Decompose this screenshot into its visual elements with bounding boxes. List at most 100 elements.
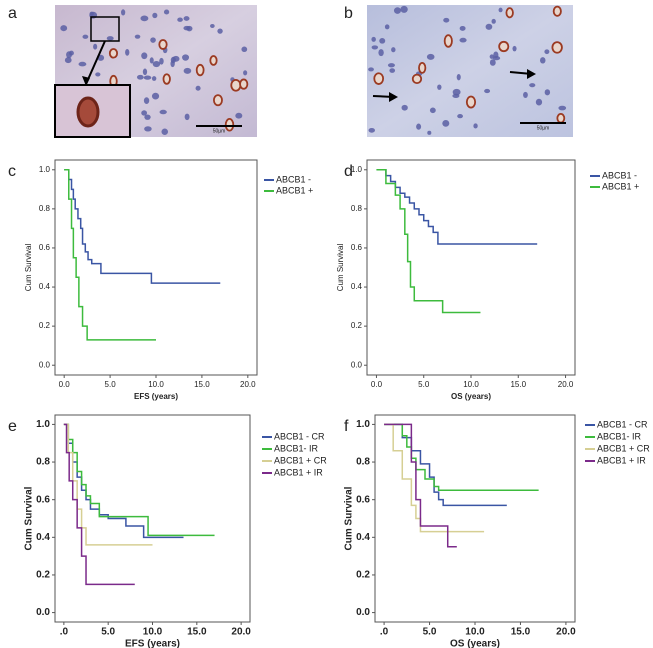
y-tick-label: 0.8 (39, 204, 51, 213)
nucleus (177, 17, 183, 22)
x-tick-label: 20.0 (231, 627, 251, 638)
y-tick-label: 0.0 (39, 360, 51, 369)
y-tick-label: 1.0 (39, 165, 51, 174)
x-axis-label: OS (years) (450, 639, 500, 648)
nucleus (152, 60, 161, 68)
km-chart: 0.0 0.2 0.4 0.6 0.8 1.0 .0 5.0 10.0 15.0 20.0 EFS (… (8, 414, 327, 648)
nucleus (151, 92, 160, 100)
tissue-image (367, 5, 573, 137)
arrowhead (389, 92, 398, 102)
nucleus (183, 67, 192, 74)
nucleus (400, 5, 408, 13)
km-chart: 0.0 0.2 0.4 0.6 0.8 1.0 0.0 5.0 10.0 15.0 20.0 EFS … (8, 159, 313, 401)
y-tick-label: 0.2 (356, 570, 370, 581)
nucleus (136, 74, 144, 80)
nucleus (152, 12, 158, 19)
stained-cell (224, 117, 235, 132)
stained-cell (465, 95, 477, 109)
arrowhead (527, 69, 536, 79)
nucleus (151, 76, 157, 81)
legend-label: ABCB1- IR (597, 431, 642, 441)
nucleus (371, 45, 379, 50)
stained-cell (418, 62, 427, 74)
nucleus (378, 49, 384, 57)
x-tick-label: 0.0 (371, 380, 383, 389)
nucleus (150, 37, 156, 43)
nucleus (163, 9, 170, 15)
nucleus (141, 110, 148, 116)
stained-cell (230, 78, 242, 92)
y-tick-label: 0.6 (356, 494, 370, 505)
nucleus (426, 53, 435, 60)
nucleus (184, 113, 190, 121)
legend-label: ABCB1 + (276, 185, 313, 195)
stained-cell (498, 40, 510, 53)
panel-label: f (344, 418, 349, 435)
x-tick-label: 5.0 (423, 627, 437, 638)
legend-label: ABCB1 + CR (597, 443, 650, 453)
nucleus (217, 28, 223, 34)
inset-cell (76, 96, 100, 128)
nucleus (535, 98, 543, 106)
survival-curve (64, 169, 156, 341)
nucleus (484, 88, 491, 94)
x-axis-label: OS (years) (451, 392, 491, 401)
x-tick-label: 10.0 (463, 380, 479, 389)
stained-cell (505, 7, 514, 19)
panel-label: a (8, 5, 17, 22)
x-tick-label: 10.0 (143, 627, 163, 638)
nucleus (443, 17, 450, 23)
legend-label: ABCB1- IR (274, 443, 319, 453)
nucleus (456, 73, 461, 81)
nucleus (401, 104, 408, 111)
legend-label: ABCB1 + IR (597, 455, 646, 465)
nucleus (491, 18, 496, 24)
y-tick-label: 0.2 (351, 321, 363, 330)
nucleus (159, 57, 164, 65)
nucleus (210, 23, 215, 28)
y-axis-label: Cum Survival (24, 486, 35, 550)
nucleus (170, 60, 175, 68)
stained-cell (239, 78, 249, 90)
legend-label: ABCB1 - CR (597, 419, 648, 429)
nucleus (125, 49, 130, 56)
nucleus (371, 36, 376, 42)
survival-curve (63, 423, 153, 546)
survival-curve (384, 423, 485, 533)
nucleus (429, 107, 436, 114)
nucleus (142, 68, 148, 76)
stained-cell (552, 5, 562, 17)
plot-frame (54, 414, 251, 623)
nucleus (492, 56, 501, 61)
nucleus (452, 88, 461, 96)
nucleus (427, 130, 432, 135)
legend-label: ABCB1 - (276, 174, 311, 184)
survival-curve (376, 169, 538, 245)
nucleus (539, 57, 546, 64)
nucleus (144, 114, 151, 120)
nucleus (121, 9, 126, 16)
y-tick-label: 0.4 (356, 532, 370, 543)
nucleus (82, 34, 89, 39)
nucleus (387, 63, 395, 68)
y-tick-label: 0.2 (36, 570, 50, 581)
km-chart: 0.0 0.2 0.4 0.6 0.8 1.0 .0 5.0 10.0 15.0 20.0 OS (y… (344, 414, 650, 648)
y-tick-label: 0.0 (351, 360, 363, 369)
legend-label: ABCB1 + CR (274, 455, 327, 465)
stained-cell (108, 48, 119, 59)
y-tick-label: 0.4 (36, 532, 50, 543)
y-tick-label: 1.0 (36, 419, 50, 430)
x-tick-label: 20.0 (556, 627, 576, 638)
nucleus (489, 59, 496, 66)
legend-label: ABCB1 + IR (274, 467, 323, 477)
y-tick-label: 0.6 (36, 494, 50, 505)
y-tick-label: 0.0 (356, 607, 370, 618)
survival-curve (64, 169, 221, 284)
nucleus (498, 7, 503, 13)
stained-cell (195, 63, 205, 77)
scale-bar-label: 50µm (213, 128, 226, 134)
nucleus (459, 25, 466, 31)
nucleus (140, 15, 149, 22)
nucleus (437, 84, 442, 90)
